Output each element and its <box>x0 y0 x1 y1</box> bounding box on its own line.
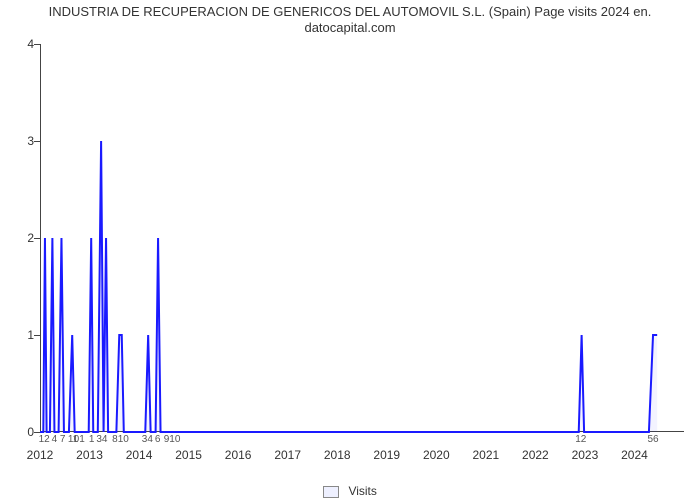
xtick-month: 01 <box>74 434 85 445</box>
chart-container: INDUSTRIA DE RECUPERACION DE GENERICOS D… <box>0 0 700 500</box>
xtick-year: 2015 <box>175 448 202 462</box>
ytick-label: 3 <box>6 134 34 148</box>
xtick-month: 34 <box>142 434 153 445</box>
ytick-mark <box>34 141 40 142</box>
ytick-label: 0 <box>6 425 34 439</box>
xtick-month: 1 <box>89 434 95 445</box>
xtick-year: 2016 <box>225 448 252 462</box>
xtick-month: 4 <box>52 434 58 445</box>
ytick-mark <box>34 44 40 45</box>
xtick-month: 910 <box>164 434 181 445</box>
legend-label: Visits <box>348 484 376 498</box>
visits-line <box>40 141 657 432</box>
chart-title: INDUSTRIA DE RECUPERACION DE GENERICOS D… <box>0 4 700 37</box>
ytick-mark <box>34 335 40 336</box>
xtick-month: 56 <box>647 434 658 445</box>
xtick-year: 2013 <box>76 448 103 462</box>
xtick-year: 2018 <box>324 448 351 462</box>
chart-title-line2: datocapital.com <box>304 20 395 35</box>
ytick-label: 4 <box>6 37 34 51</box>
legend: Visits <box>0 484 700 498</box>
xtick-month: 12 <box>575 434 586 445</box>
xtick-year: 2014 <box>126 448 153 462</box>
xtick-month: 6 <box>155 434 161 445</box>
xtick-year: 2019 <box>373 448 400 462</box>
ytick-label: 2 <box>6 231 34 245</box>
xtick-year: 2017 <box>274 448 301 462</box>
xtick-year: 2022 <box>522 448 549 462</box>
legend-swatch <box>323 486 339 498</box>
ytick-mark <box>34 432 40 433</box>
series-fill <box>40 141 657 432</box>
xtick-year: 2020 <box>423 448 450 462</box>
xtick-year: 2021 <box>472 448 499 462</box>
xtick-month: 7 <box>60 434 66 445</box>
xtick-month: 34 <box>96 434 107 445</box>
xtick-month: 810 <box>112 434 129 445</box>
xtick-year: 2024 <box>621 448 648 462</box>
xtick-year: 2023 <box>572 448 599 462</box>
line-chart <box>40 44 684 432</box>
ytick-label: 1 <box>6 328 34 342</box>
xtick-month: 12 <box>39 434 50 445</box>
chart-title-line1: INDUSTRIA DE RECUPERACION DE GENERICOS D… <box>49 4 652 19</box>
xtick-year: 2012 <box>27 448 54 462</box>
ytick-mark <box>34 238 40 239</box>
